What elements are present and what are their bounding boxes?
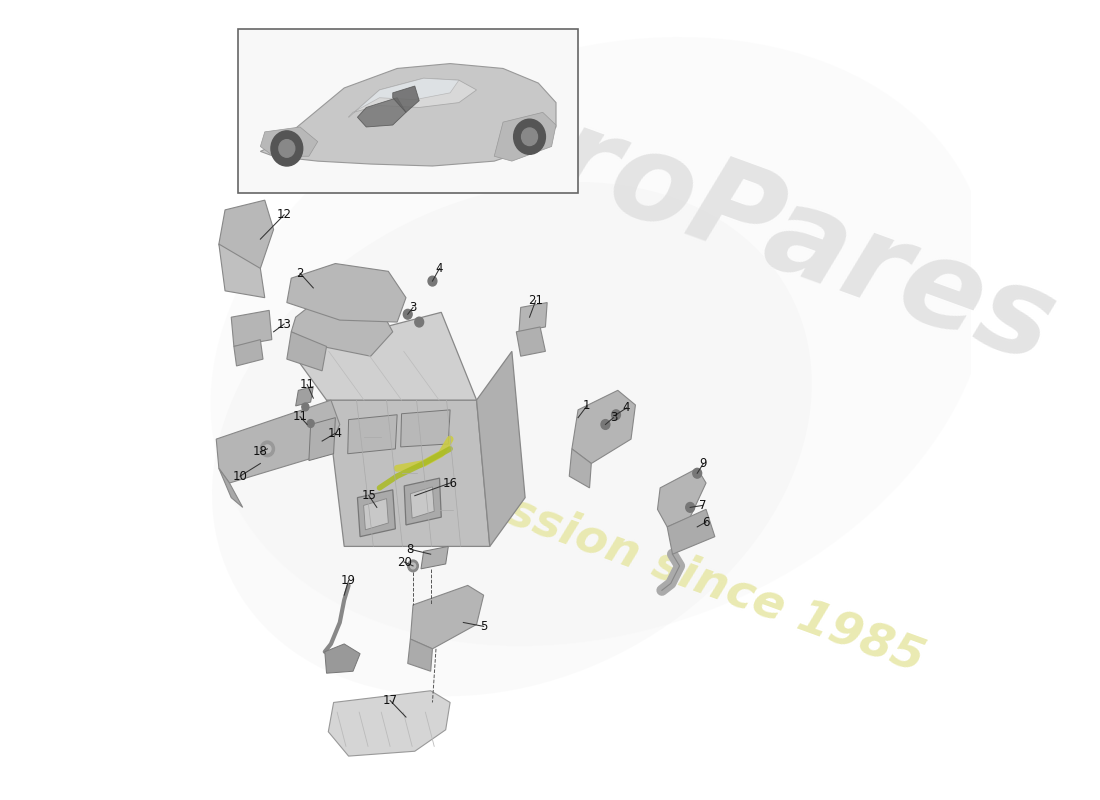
Polygon shape [410, 586, 484, 649]
Polygon shape [400, 410, 450, 447]
Polygon shape [219, 200, 274, 274]
Text: 13: 13 [277, 318, 292, 330]
Text: 19: 19 [341, 574, 356, 587]
Text: 21: 21 [528, 294, 543, 307]
Text: 20: 20 [397, 555, 411, 569]
Circle shape [693, 468, 702, 478]
Text: 11: 11 [293, 410, 308, 423]
Circle shape [408, 560, 418, 572]
Polygon shape [327, 400, 490, 546]
Ellipse shape [212, 182, 812, 696]
Polygon shape [658, 468, 706, 527]
Polygon shape [348, 414, 397, 454]
Text: 5: 5 [480, 620, 487, 633]
Ellipse shape [210, 37, 990, 646]
Polygon shape [287, 263, 406, 322]
Circle shape [404, 310, 412, 319]
Text: 9: 9 [700, 457, 707, 470]
Polygon shape [393, 86, 419, 112]
Circle shape [271, 131, 303, 166]
Bar [239, 30, 579, 194]
Polygon shape [234, 340, 263, 366]
Text: 18: 18 [253, 446, 267, 458]
Circle shape [261, 441, 275, 457]
Polygon shape [358, 98, 406, 127]
Polygon shape [292, 312, 476, 400]
Text: 11: 11 [299, 378, 315, 391]
Polygon shape [219, 468, 243, 507]
Circle shape [279, 140, 295, 158]
Polygon shape [324, 644, 360, 674]
Circle shape [612, 410, 620, 420]
Text: 7: 7 [698, 499, 706, 512]
Polygon shape [309, 418, 336, 461]
Polygon shape [296, 386, 314, 406]
Text: 15: 15 [362, 489, 376, 502]
Polygon shape [261, 63, 556, 166]
Circle shape [428, 276, 437, 286]
Text: euroPares: euroPares [377, 41, 1070, 389]
Circle shape [514, 119, 546, 154]
Text: 16: 16 [442, 477, 458, 490]
Circle shape [410, 563, 416, 569]
Polygon shape [349, 78, 476, 118]
Polygon shape [364, 498, 388, 530]
Polygon shape [476, 351, 525, 546]
Polygon shape [292, 293, 393, 356]
Polygon shape [349, 78, 459, 118]
Text: 10: 10 [232, 470, 248, 482]
Circle shape [264, 445, 271, 453]
Polygon shape [261, 127, 318, 156]
Polygon shape [410, 487, 435, 518]
Polygon shape [219, 244, 265, 298]
Text: 4: 4 [436, 262, 443, 275]
Circle shape [307, 420, 315, 427]
Polygon shape [421, 546, 449, 569]
Polygon shape [572, 390, 636, 463]
Circle shape [415, 317, 424, 327]
Polygon shape [287, 332, 327, 371]
Polygon shape [231, 310, 272, 346]
Polygon shape [408, 639, 432, 671]
Polygon shape [519, 302, 547, 332]
Circle shape [685, 502, 694, 512]
Polygon shape [358, 490, 395, 537]
Polygon shape [668, 510, 715, 554]
Text: 8: 8 [407, 543, 414, 556]
Text: 1: 1 [583, 399, 591, 413]
Text: 12: 12 [277, 208, 292, 222]
Polygon shape [404, 478, 441, 525]
Polygon shape [569, 449, 592, 488]
Polygon shape [516, 327, 546, 356]
Text: 17: 17 [383, 694, 397, 707]
Text: 3: 3 [409, 301, 417, 314]
Polygon shape [328, 690, 450, 756]
Polygon shape [217, 400, 340, 483]
Text: 6: 6 [702, 515, 710, 529]
Polygon shape [494, 112, 556, 161]
Text: 14: 14 [328, 426, 343, 440]
Text: 3: 3 [609, 411, 617, 424]
Text: 4: 4 [623, 402, 630, 414]
Circle shape [301, 403, 309, 411]
Circle shape [521, 128, 538, 146]
Circle shape [601, 420, 609, 430]
Text: a passion since 1985: a passion since 1985 [394, 450, 931, 682]
Text: 2: 2 [296, 266, 304, 280]
